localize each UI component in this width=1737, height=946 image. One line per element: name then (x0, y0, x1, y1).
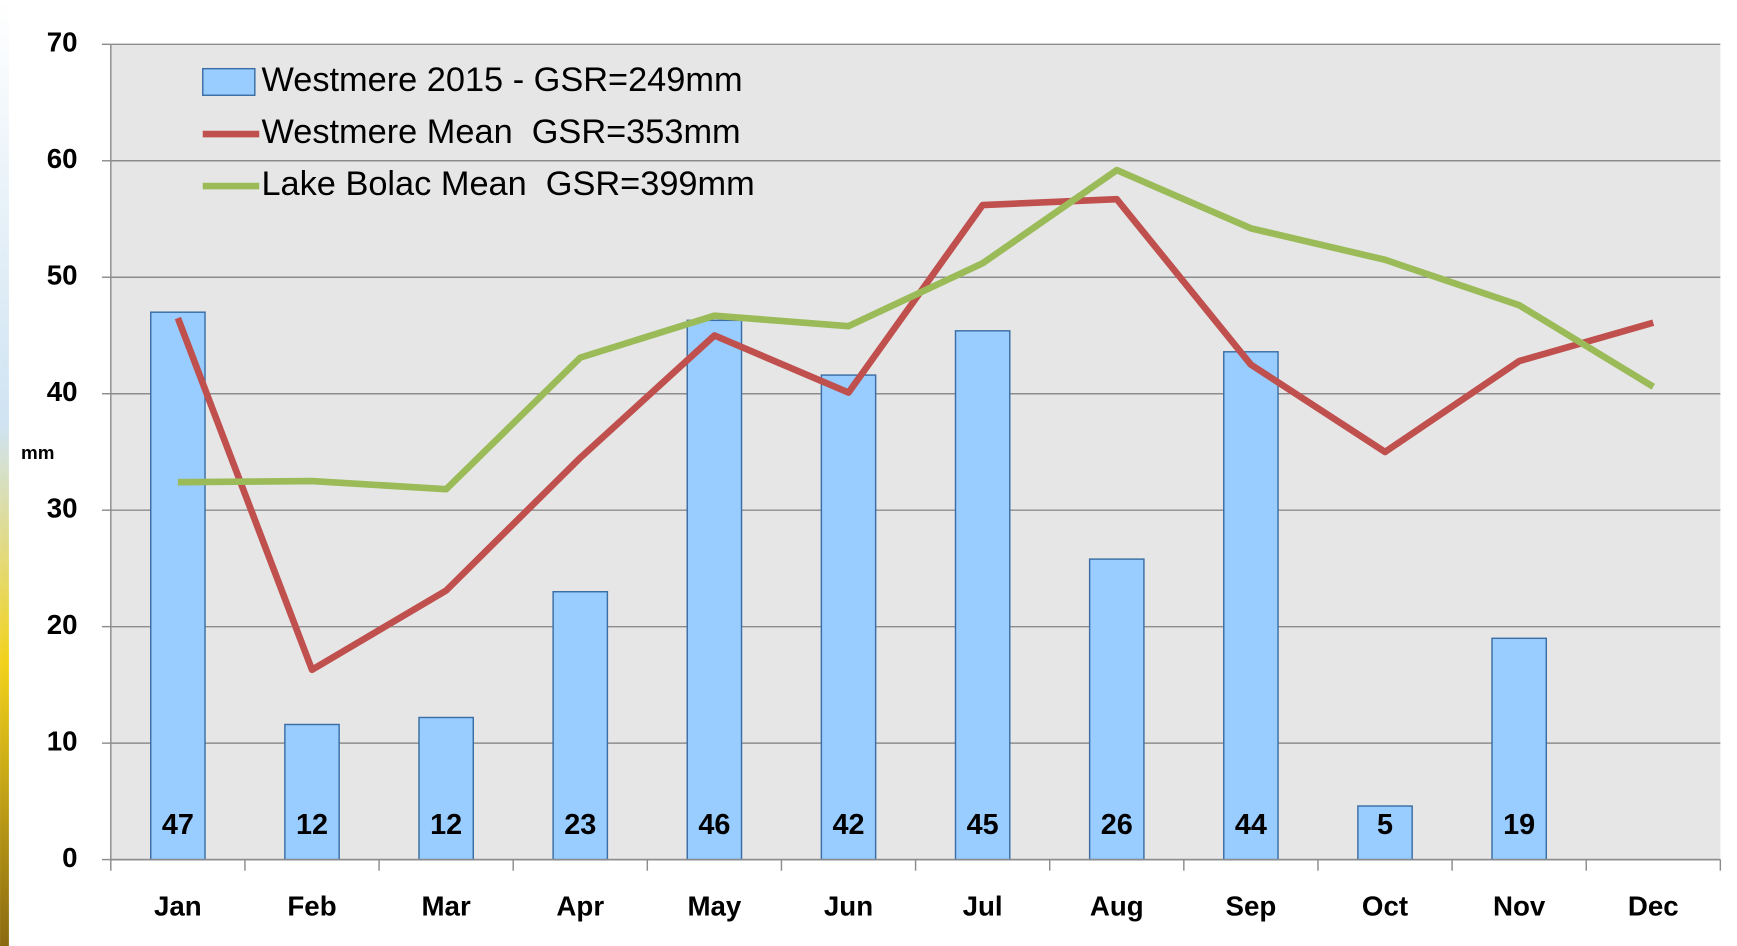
bar (418, 716, 474, 861)
bar (284, 723, 340, 861)
y-tick-label: 0 (62, 842, 77, 873)
data-label: 12 (430, 809, 462, 841)
data-label: 47 (162, 809, 194, 841)
data-label: 46 (698, 809, 730, 841)
x-tick-label: Jul (963, 891, 1003, 922)
data-label: 45 (967, 809, 999, 841)
bar (1088, 558, 1145, 861)
bar (1491, 637, 1548, 861)
data-label: 23 (564, 809, 596, 841)
legend-swatch (202, 67, 256, 96)
background-edge (0, 0, 9, 946)
legend-label: Westmere 2015 - GSR=249mm (261, 61, 742, 99)
line (177, 166, 1656, 493)
legend-label: Lake Bolac Mean GSR=399mm (261, 165, 754, 203)
plot-area (110, 44, 1721, 860)
y-tick-label: 10 (47, 725, 78, 756)
bar (820, 374, 877, 861)
y-tick-label: 20 (47, 609, 78, 640)
line (174, 195, 1655, 674)
data-label: 19 (1503, 809, 1535, 841)
data-label: 26 (1101, 809, 1133, 841)
data-label: 5 (1377, 809, 1393, 841)
x-tick-label: Oct (1362, 891, 1408, 922)
y-tick-label: 50 (47, 260, 78, 291)
data-label: 42 (832, 809, 864, 841)
y-tick-label: 70 (47, 27, 78, 58)
legend-label: Westmere Mean GSR=353mm (261, 113, 740, 151)
x-tick-label: Feb (287, 891, 336, 922)
x-tick-label: Sep (1226, 891, 1277, 922)
x-tick-label: Nov (1493, 891, 1546, 922)
x-tick-label: Aug (1090, 891, 1144, 922)
bar (150, 311, 206, 861)
x-tick-label: Mar (422, 891, 471, 922)
x-tick-label: Jan (154, 891, 202, 922)
x-tick-label: Apr (556, 891, 604, 922)
bar (686, 319, 743, 861)
x-tick-label: Dec (1628, 891, 1679, 922)
x-tick-label: Jun (824, 891, 873, 922)
y-tick-label: 30 (47, 493, 78, 524)
y-tick-label: 60 (47, 143, 78, 174)
y-tick-label: 40 (47, 376, 78, 407)
y-axis-label: mm (21, 442, 54, 463)
bar (1223, 351, 1279, 861)
bar (954, 330, 1011, 861)
data-label: 12 (296, 809, 328, 841)
x-tick-label: May (687, 891, 741, 922)
data-label: 44 (1235, 809, 1267, 841)
bar (1357, 805, 1413, 861)
